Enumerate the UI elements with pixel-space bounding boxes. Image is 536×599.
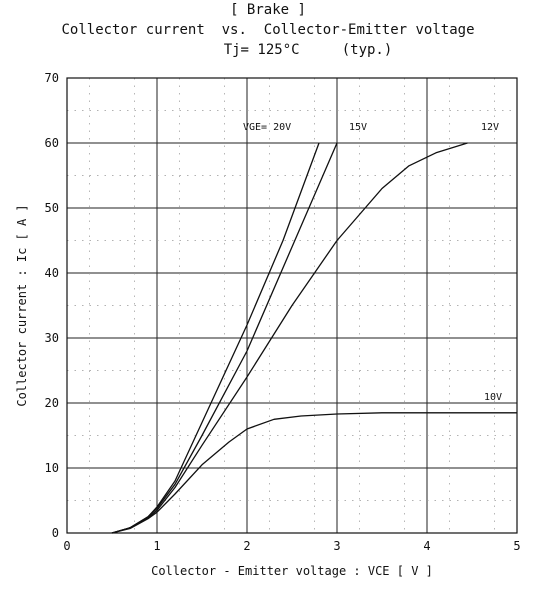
y-tick-label: 60 [45, 136, 59, 150]
chart-subtitle: Collector current vs. Collector-Emitter … [61, 22, 475, 38]
x-tick-label: 1 [153, 539, 160, 553]
x-tick-label: 5 [513, 539, 520, 553]
series-labels: VGE= 20V 15V 12V 10V [243, 122, 502, 403]
y-tick-label: 50 [45, 201, 59, 215]
y-tick-label: 30 [45, 331, 59, 345]
y-tick-label: 10 [45, 461, 59, 475]
y-tick-label: 40 [45, 266, 59, 280]
y-tick-label: 70 [45, 71, 59, 85]
x-tick-label: 2 [243, 539, 250, 553]
series-line-3 [111, 412, 517, 534]
plot-frame [66, 77, 518, 534]
series-curves [111, 142, 517, 534]
chart-title: [ Brake ] [230, 2, 306, 18]
y-tick-label: 0 [52, 526, 59, 540]
x-tick-label: 3 [333, 539, 340, 553]
series-label-0: VGE= 20V [243, 122, 291, 133]
series-label-3: 10V [484, 392, 502, 403]
x-tick-label: 4 [423, 539, 430, 553]
grid-lines [67, 78, 517, 533]
x-tick-label: 0 [63, 539, 70, 553]
x-axis-label: Collector - Emitter voltage : VCE [ V ] [151, 564, 433, 578]
series-label-1: 15V [349, 122, 367, 133]
y-tick-label: 20 [45, 396, 59, 410]
y-axis-label: Collector current : Ic [ A ] [15, 204, 29, 406]
chart-condition: Tj= 125°C (typ.) [223, 42, 393, 58]
series-label-2: 12V [481, 122, 499, 133]
